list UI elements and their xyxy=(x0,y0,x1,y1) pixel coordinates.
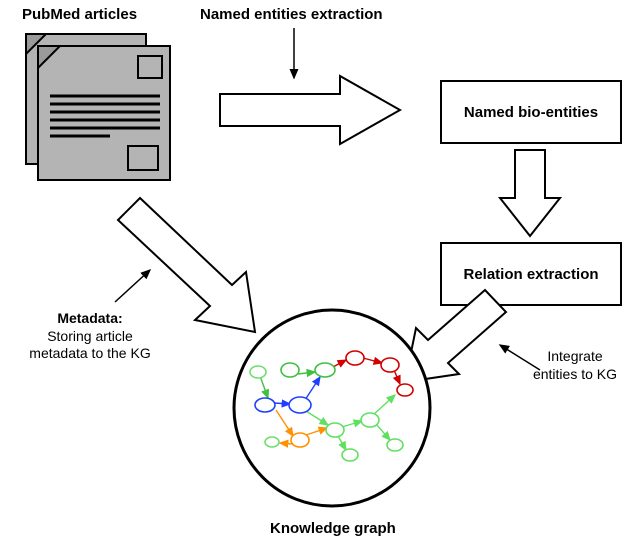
kg-node xyxy=(342,449,358,461)
kg-node xyxy=(397,384,413,396)
kg-node xyxy=(289,397,311,413)
kg-node xyxy=(265,437,279,447)
kg-node xyxy=(346,351,364,365)
thin-arrow-metadata xyxy=(115,270,150,302)
kg-node xyxy=(315,363,335,377)
arrow-diag-icon xyxy=(118,198,255,332)
kg-node xyxy=(291,433,309,447)
arrow-right-icon xyxy=(220,76,400,144)
document-icon xyxy=(26,34,170,180)
kg-node xyxy=(281,363,299,377)
kg-node xyxy=(255,398,275,412)
kg-node xyxy=(381,358,399,372)
diagram-svg xyxy=(0,0,640,559)
kg-node xyxy=(361,413,379,427)
thin-arrow-integrate xyxy=(500,345,540,370)
kg-node xyxy=(326,423,344,437)
arrow-down-icon xyxy=(500,150,560,236)
kg-edge xyxy=(274,403,290,404)
kg-node xyxy=(250,366,266,378)
kg-node xyxy=(387,439,403,451)
